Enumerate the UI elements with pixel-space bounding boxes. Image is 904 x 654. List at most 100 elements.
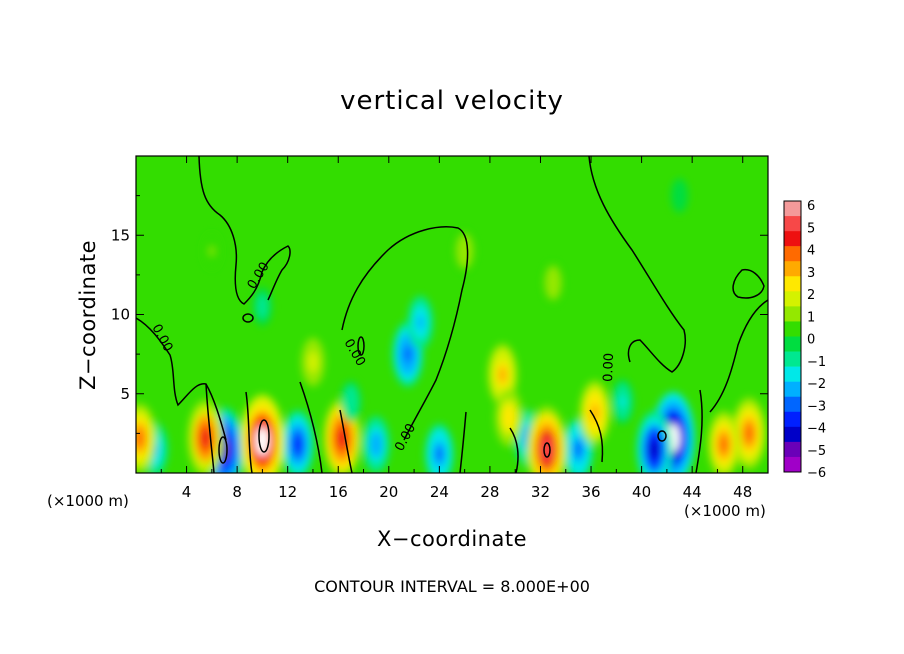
velocity-level [417,315,424,330]
contour-line [732,268,765,299]
x-tick-label: 48 [733,483,752,501]
velocity-cell [611,379,634,425]
colorbar-frame [783,200,802,473]
velocity-level [259,301,265,312]
velocity-cell [487,343,518,406]
colorbar-segment [784,201,801,217]
velocity-level [200,428,211,449]
velocity-level [498,366,507,383]
colorbar-label: 4 [807,244,815,259]
velocity-level [403,345,412,363]
colorbar-segment [784,276,801,292]
contour-label: 0.00 [601,353,617,382]
x-tick-label: 44 [683,483,702,501]
contour-line [198,156,291,305]
contour-loop [543,442,551,458]
x-tick-label: 20 [379,483,398,501]
x-axis-unit-right: (×1000 m) [684,502,766,520]
velocity-cell [281,410,314,473]
velocity-cell [252,287,272,326]
contour-interval-note: CONTOUR INTERVAL = 8.000E+00 [314,577,590,596]
contour-line [341,226,469,441]
contour-line [339,409,353,473]
velocity-cell [526,406,568,473]
contour-loop [242,313,254,323]
colorbar-segment [784,321,801,337]
velocity-level [649,439,659,460]
x-tick-label: 12 [278,483,297,501]
colorbar-label: −5 [807,444,826,459]
contour-line [136,317,227,441]
velocity-cell [407,295,434,349]
x-tick-label: 40 [632,483,651,501]
colorbar-label: 6 [807,199,815,214]
velocity-cell [425,423,454,473]
velocity-cell [136,403,157,473]
colorbar-label: −4 [807,422,826,437]
colorbar-segment [784,351,801,367]
x-tick-label: 28 [480,483,499,501]
contour-loop [357,336,365,356]
velocity-level [372,437,380,452]
velocity-level [462,245,468,257]
colorbar-segment [784,306,801,322]
velocity-level [136,429,145,448]
x-tick-label: 8 [232,483,242,501]
colorbar-segment [784,246,801,262]
contour-line [299,381,323,473]
velocity-level [505,410,513,426]
colorbar-label: −3 [807,399,826,414]
velocity-level [309,355,316,369]
velocity-cell [362,416,390,473]
colorbar-segment [784,231,801,247]
contour-line [509,427,519,473]
velocity-cell [203,233,221,269]
colorbar-segment [784,441,801,458]
x-axis-label: X−coordinate [377,527,527,551]
velocity-level [677,191,682,201]
contour-line [245,391,253,473]
velocity-cell [495,388,523,447]
velocity-cell [187,399,224,473]
y-tick-label: 15 [111,226,130,244]
contour-line [589,409,604,463]
contour-line [695,389,703,473]
contour-line [459,411,467,473]
colorbar-label: 5 [807,221,815,236]
contour-loop [657,430,667,442]
colorbar-label: −2 [807,377,826,392]
velocity-cell [707,410,740,473]
x-tick-label: 36 [581,483,600,501]
chart-title: vertical velocity [340,86,564,116]
colorbar-segment [784,336,801,352]
colorbar-segment [784,291,801,307]
zero-contours [136,156,768,473]
velocity-cell [671,178,688,213]
x-axis-unit-left: (×1000 m) [47,492,129,510]
colorbar-segment [784,426,801,443]
y-axis: 5 10 15 [111,195,768,434]
velocity-level [590,404,599,422]
velocity-cell [732,397,767,470]
velocity-cell [340,381,361,423]
x-tick-label: 32 [531,483,550,501]
colorbar-segment [784,456,801,473]
colorbar-label: −6 [807,466,826,481]
colorbar-label: 1 [807,310,815,325]
velocity-field: 0.00 0.00 0.00 0.00 0.00 [136,156,768,473]
velocity-level [435,446,444,462]
velocity-cell [636,410,673,473]
colorbar-segment [784,216,801,232]
velocity-cell [301,337,325,387]
velocity-level [348,396,354,408]
velocity-level [209,246,215,256]
contour-loop [258,419,270,453]
colorbar-segment [784,396,801,413]
contour-loop [218,436,228,464]
velocity-level [293,435,303,454]
y-axis-label: Z−coordinate [76,240,100,390]
velocity-level [550,277,556,289]
velocity-cell [240,394,285,473]
colorbar-segment [784,366,801,382]
